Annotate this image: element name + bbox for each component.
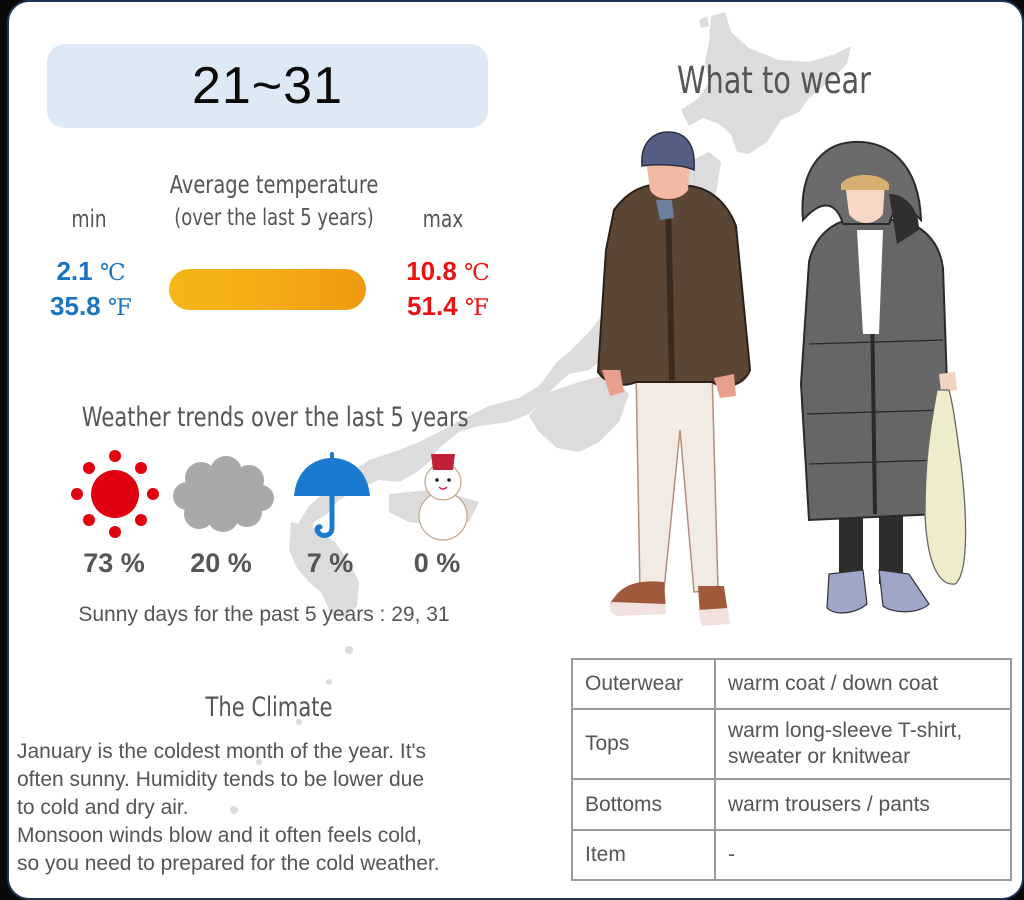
cloud-icon (173, 456, 274, 532)
date-range-box: 21~31 (47, 44, 488, 128)
snowman-icon (418, 454, 468, 541)
celsius-unit: ℃ (464, 260, 490, 286)
weather-card: 21~31 Average temperature (over the last… (7, 0, 1024, 900)
min-f-value: 35.8 (50, 291, 101, 321)
max-temp-fahrenheit: 51.4 ℉ (393, 291, 503, 322)
temperature-range-bar (169, 269, 366, 310)
climate-line: to cold and dry air. (17, 796, 189, 819)
date-range: 21~31 (191, 57, 344, 115)
table-row: Tops warm long-sleeve T-shirt, sweater o… (571, 708, 1012, 780)
climate-line: Monsoon winds blow and it often feels co… (17, 824, 423, 847)
category-cell: Item (571, 829, 716, 881)
sun-icon (71, 450, 159, 538)
woman-in-hooded-coat-illustration (799, 140, 967, 614)
value-cell: warm long-sleeve T-shirt, sweater or kni… (714, 708, 1012, 780)
category-cell: Bottoms (571, 778, 716, 831)
weather-trends-title: Weather trends over the last 5 years (81, 402, 469, 433)
value-cell: warm trousers / pants (714, 778, 1012, 831)
celsius-unit: ℃ (99, 260, 126, 286)
climate-line: January is the coldest month of the year… (17, 740, 427, 763)
fahrenheit-unit: ℉ (464, 295, 489, 321)
climate-line: so you need to prepared for the cold wea… (17, 852, 440, 875)
min-c-value: 2.1 (56, 256, 93, 286)
table-row: Outerwear warm coat / down coat (571, 658, 1012, 710)
value-cell: - (714, 829, 1012, 881)
avg-temp-title: Average temperature (169, 170, 379, 199)
table-row: Bottoms warm trousers / pants (571, 778, 1012, 831)
value-cell: warm coat / down coat (714, 658, 1012, 710)
climate-line: often sunny. Humidity tends to be lower … (17, 768, 425, 791)
sunny-percent: 73 % (83, 548, 145, 578)
max-label: max (422, 205, 464, 233)
snowy-percent: 0 % (413, 548, 461, 578)
category-cell: Outerwear (571, 658, 716, 710)
min-temp-fahrenheit: 35.8 ℉ (41, 291, 141, 322)
what-to-wear-title: What to wear (676, 59, 872, 102)
fahrenheit-unit: ℉ (107, 295, 132, 321)
category-cell: Tops (571, 708, 716, 780)
rainy-percent: 7 % (306, 548, 354, 578)
sunny-days-text: Sunny days for the past 5 years : 29, 31 (78, 603, 450, 626)
avg-temp-subtitle: (over the last 5 years) (174, 205, 374, 231)
min-temp-celsius: 2.1 ℃ (51, 256, 131, 287)
table-row: Item - (571, 829, 1012, 881)
what-to-wear-table: Outerwear warm coat / down coat Tops war… (571, 658, 1012, 881)
umbrella-icon (294, 452, 370, 538)
max-temp-celsius: 10.8 ℃ (393, 256, 503, 287)
climate-title: The Climate (205, 692, 333, 723)
min-label: min (71, 205, 107, 233)
max-f-value: 51.4 (407, 291, 458, 321)
climate-description: January is the coldest month of the year… (17, 738, 537, 878)
man-in-down-jacket-illustration (596, 131, 752, 626)
max-c-value: 10.8 (406, 256, 457, 286)
cloudy-percent: 20 % (190, 548, 252, 578)
